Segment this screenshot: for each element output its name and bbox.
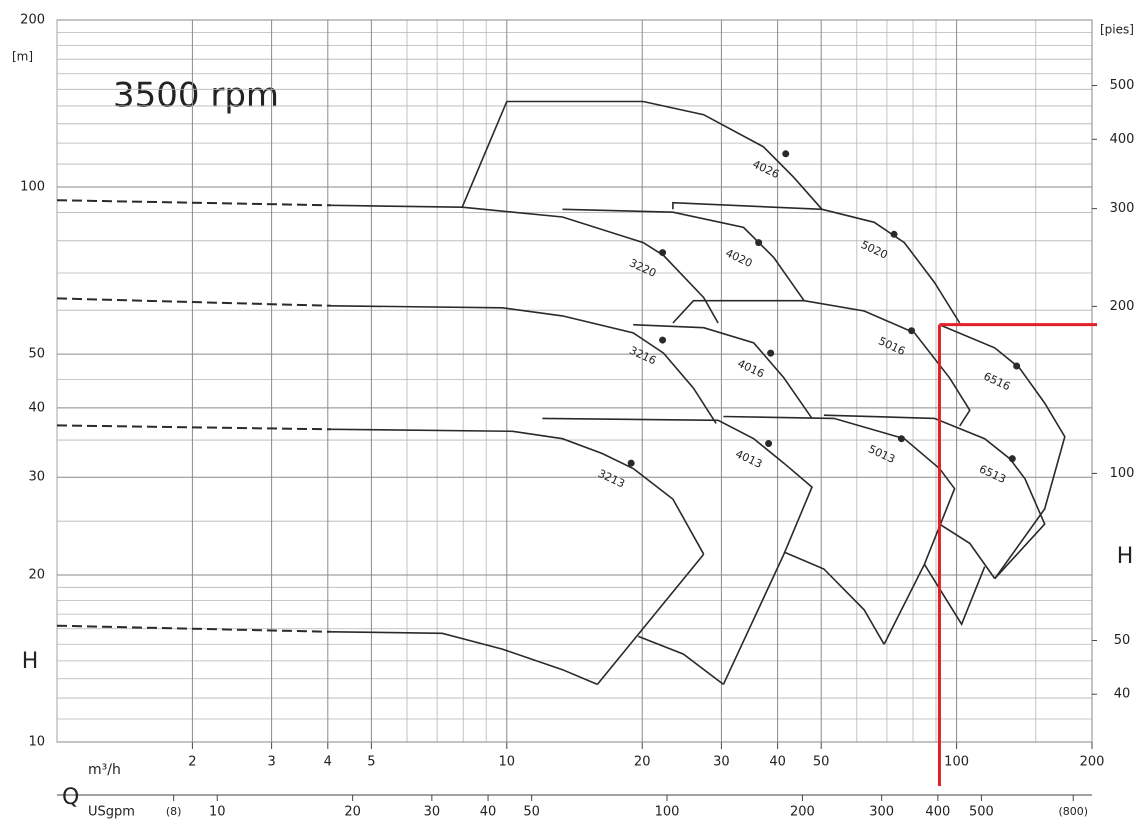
curve <box>56 424 332 431</box>
curve <box>939 523 996 580</box>
y2-tick-label: 200 <box>1110 299 1135 314</box>
x2-tick-label: (800) <box>1058 805 1088 818</box>
x2-tick-label: 20 <box>344 805 361 820</box>
x-unit: m³/h <box>88 762 121 778</box>
curve <box>331 305 717 424</box>
x-tick-label: 100 <box>944 755 969 770</box>
x-tick-label: 10 <box>499 755 516 770</box>
y-tick-label: 40 <box>28 400 45 415</box>
y2-tick-label: 40 <box>1114 687 1131 702</box>
y-axis-label: H <box>22 649 39 674</box>
x-tick-label: 200 <box>1080 755 1105 770</box>
x2-tick-label: 100 <box>655 805 680 820</box>
efficiency-point <box>627 459 635 467</box>
curve <box>783 551 885 645</box>
y2-unit: [pies] <box>1100 23 1134 37</box>
y-tick-label: 10 <box>28 735 45 750</box>
efficiency-point <box>782 150 790 158</box>
y-tick-label: 100 <box>20 180 45 195</box>
efficiency-point <box>765 440 773 448</box>
x2-tick-label: 10 <box>209 805 226 820</box>
y-tick-label: 200 <box>20 13 45 28</box>
y-tick-label: 20 <box>28 567 45 582</box>
efficiency-point <box>890 230 898 238</box>
curve <box>939 323 1066 580</box>
efficiency-point <box>755 239 763 247</box>
x2-tick-label: 40 <box>480 805 497 820</box>
efficiency-point <box>659 336 667 344</box>
efficiency-point <box>767 349 775 357</box>
efficiency-point <box>897 435 905 443</box>
curve <box>56 624 332 633</box>
curve <box>923 563 986 626</box>
curve <box>562 208 805 302</box>
curve <box>638 635 724 686</box>
y-tick-label: 30 <box>28 470 45 485</box>
curve <box>461 100 823 210</box>
x-tick-label: 20 <box>634 755 651 770</box>
x-tick-label: 3 <box>267 755 275 770</box>
efficiency-point <box>1008 455 1016 463</box>
curve <box>596 553 705 685</box>
x-tick-label: 30 <box>713 755 730 770</box>
y2-tick-label: 300 <box>1110 201 1135 216</box>
y-tick-label: 50 <box>28 347 45 362</box>
y2-axis-label: H <box>1117 544 1134 569</box>
x2-tick-label: 400 <box>925 805 950 820</box>
y2-tick-label: 50 <box>1114 633 1131 648</box>
x-tick-label: 2 <box>188 755 196 770</box>
y-unit: [m] <box>12 50 33 64</box>
x2-tick-label: 200 <box>790 805 815 820</box>
y2-tick-label: 100 <box>1110 466 1135 481</box>
curve <box>331 631 598 686</box>
x-tick-label: 5 <box>367 755 375 770</box>
x2-tick-label: 500 <box>969 805 994 820</box>
curve <box>56 199 332 207</box>
efficiency-point <box>659 249 667 257</box>
efficiency-point <box>908 327 916 335</box>
curve <box>331 428 705 555</box>
curve <box>633 323 813 419</box>
y2-tick-label: 400 <box>1110 132 1135 147</box>
x2-tick-label: 300 <box>869 805 894 820</box>
x2-tick-label: 50 <box>523 805 540 820</box>
curve <box>672 201 961 324</box>
curve <box>672 299 971 427</box>
x2-tick-label: 30 <box>424 805 441 820</box>
x-tick-label: 4 <box>324 755 332 770</box>
curve <box>56 297 332 307</box>
x2-unit: USgpm <box>88 805 135 820</box>
curve <box>542 417 813 685</box>
plot-frame <box>56 19 1093 743</box>
x-tick-label: 50 <box>813 755 830 770</box>
chart-title: 3500 rpm <box>113 76 279 116</box>
y2-tick-label: 500 <box>1110 78 1135 93</box>
x-axis-label: Q <box>62 785 79 810</box>
x2-tick-label: (8) <box>166 805 182 818</box>
x-tick-label: 40 <box>769 755 786 770</box>
efficiency-point <box>1013 362 1021 370</box>
